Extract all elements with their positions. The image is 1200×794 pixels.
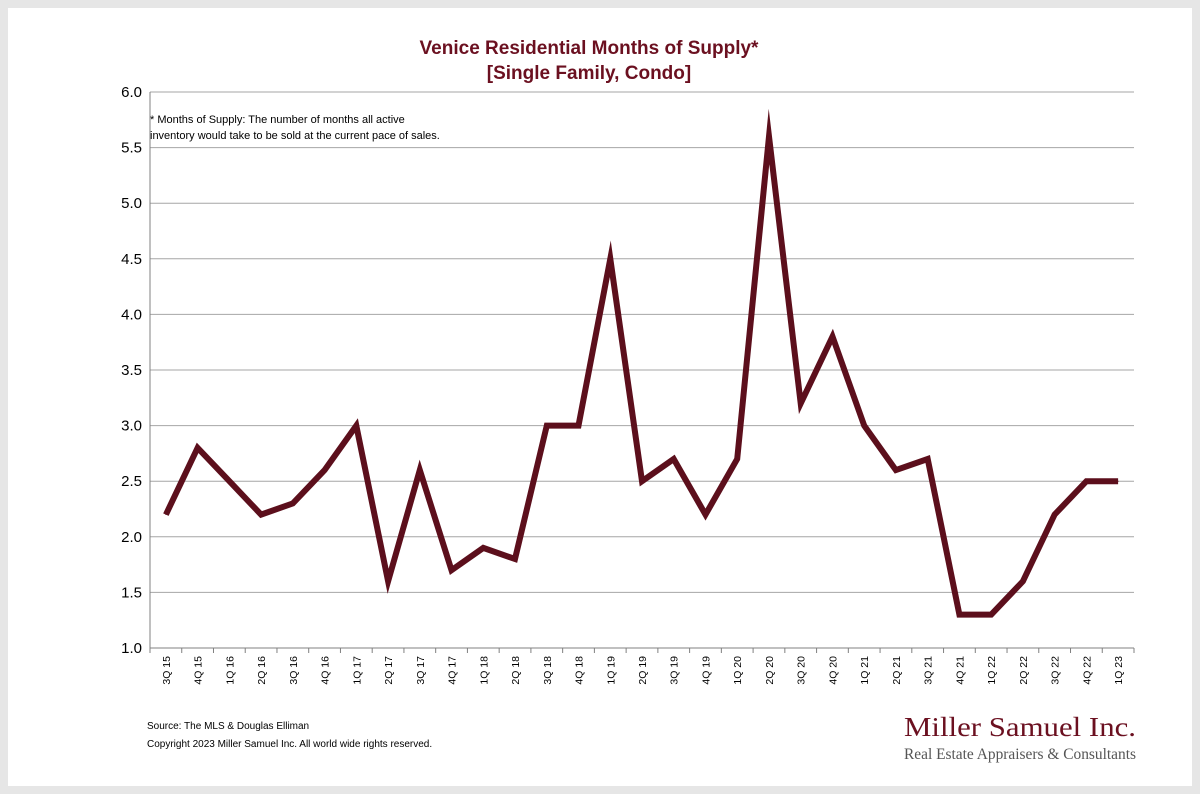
- x-tick-label: 1Q 21: [859, 656, 871, 685]
- chart-card: Venice Residential Months of Supply* [Si…: [8, 8, 1192, 786]
- x-tick-label: 2Q 22: [1018, 656, 1030, 685]
- y-tick-label: 2.5: [121, 473, 142, 490]
- y-tick-label: 5.0: [121, 195, 142, 212]
- x-tick-label: 4Q 15: [193, 656, 205, 685]
- data-point: [324, 469, 326, 471]
- x-tick-label: 2Q 21: [891, 656, 903, 685]
- y-tick-label: 3.0: [121, 418, 142, 435]
- y-tick-label: 5.5: [121, 140, 142, 157]
- x-tick-label: 3Q 22: [1050, 656, 1062, 685]
- note-line-2: inventory would take to be sold at the c…: [150, 130, 440, 142]
- data-point: [1054, 514, 1056, 516]
- x-tick-label: 2Q 18: [510, 656, 522, 685]
- data-point: [704, 514, 706, 516]
- series-line-group: [163, 108, 1119, 618]
- brand-logo-name: Miller Samuel Inc.: [904, 712, 1136, 742]
- data-point: [863, 425, 865, 427]
- note-line-1: * Months of Supply: The number of months…: [150, 114, 405, 126]
- data-point: [1085, 480, 1087, 482]
- x-tick-label: 1Q 17: [351, 656, 363, 685]
- data-point: [451, 569, 453, 571]
- copyright-text: Copyright 2023 Miller Samuel Inc. All wo…: [147, 739, 432, 750]
- y-tick-label: 6.0: [121, 84, 142, 101]
- data-point: [578, 425, 580, 427]
- x-axis-ticks: 3Q 15 4Q 15 1Q 16 2Q 16 3Q 16 4Q 16 1Q 17 2Q 17…: [149, 648, 1135, 685]
- data-point: [260, 514, 262, 516]
- y-tick-label: 1.0: [121, 640, 142, 657]
- data-point: [355, 425, 357, 427]
- y-axis-ticks: 1.0 1.5 2.0 2.5 3.0 3.5 4.0 4.5 5.0 5.5 6.0: [121, 84, 142, 657]
- data-point: [482, 547, 484, 549]
- x-tick-label: 4Q 19: [700, 656, 712, 685]
- data-point: [292, 502, 294, 504]
- x-tick-label: 1Q 22: [986, 656, 998, 685]
- x-tick-label: 3Q 17: [415, 656, 427, 685]
- data-point: [1022, 580, 1024, 582]
- x-tick-label: 4Q 21: [954, 656, 966, 685]
- data-point: [228, 480, 230, 482]
- chart-title: Venice Residential Months of Supply*: [420, 38, 759, 59]
- x-tick-label: 1Q 23: [1113, 656, 1125, 685]
- x-tick-label: 2Q 19: [637, 656, 649, 685]
- data-point: [831, 336, 833, 338]
- x-tick-label: 4Q 22: [1081, 656, 1093, 685]
- x-tick-label: 4Q 17: [447, 656, 459, 685]
- brand-tagline: Real Estate Appraisers & Consultants: [904, 746, 1136, 763]
- data-point: [609, 258, 611, 260]
- x-tick-label: 1Q 20: [732, 656, 744, 685]
- data-point: [1117, 480, 1119, 482]
- x-tick-label: 3Q 15: [161, 656, 173, 685]
- months-of-supply-chart: Venice Residential Months of Supply* [Si…: [121, 38, 1136, 763]
- source-text: Source: The MLS & Douglas Elliman: [147, 721, 309, 732]
- y-tick-label: 4.0: [121, 306, 142, 323]
- x-tick-label: 3Q 16: [288, 656, 300, 685]
- y-tick-label: 3.5: [121, 362, 142, 379]
- data-point: [800, 402, 802, 404]
- data-point: [546, 425, 548, 427]
- y-tick-label: 2.0: [121, 529, 142, 546]
- y-tick-label: 1.5: [121, 584, 142, 601]
- x-tick-label: 1Q 19: [605, 656, 617, 685]
- x-tick-label: 3Q 21: [923, 656, 935, 685]
- data-point: [387, 580, 389, 582]
- x-tick-label: 4Q 16: [320, 656, 332, 685]
- x-tick-label: 2Q 20: [764, 656, 776, 685]
- x-tick-label: 4Q 20: [827, 656, 839, 685]
- data-point: [419, 469, 421, 471]
- grid-lines: [149, 91, 1134, 649]
- data-point: [736, 458, 738, 460]
- data-point: [958, 614, 960, 616]
- x-tick-label: 2Q 17: [383, 656, 395, 685]
- x-tick-label: 4Q 18: [574, 656, 586, 685]
- data-point: [165, 514, 167, 516]
- months-of-supply-line: [163, 108, 1119, 618]
- x-tick-label: 3Q 19: [669, 656, 681, 685]
- x-tick-label: 3Q 18: [542, 656, 554, 685]
- data-point: [990, 614, 992, 616]
- data-point: [768, 135, 770, 137]
- data-point: [895, 469, 897, 471]
- y-tick-label: 4.5: [121, 251, 142, 268]
- x-tick-label: 1Q 16: [224, 656, 236, 685]
- data-point: [197, 447, 199, 449]
- data-point: [927, 458, 929, 460]
- data-point: [514, 558, 516, 560]
- x-tick-label: 3Q 20: [796, 656, 808, 685]
- x-tick-label: 1Q 18: [478, 656, 490, 685]
- x-tick-label: 2Q 16: [256, 656, 268, 685]
- data-point: [641, 480, 643, 482]
- chart-subtitle: [Single Family, Condo]: [487, 63, 691, 84]
- data-point: [673, 458, 675, 460]
